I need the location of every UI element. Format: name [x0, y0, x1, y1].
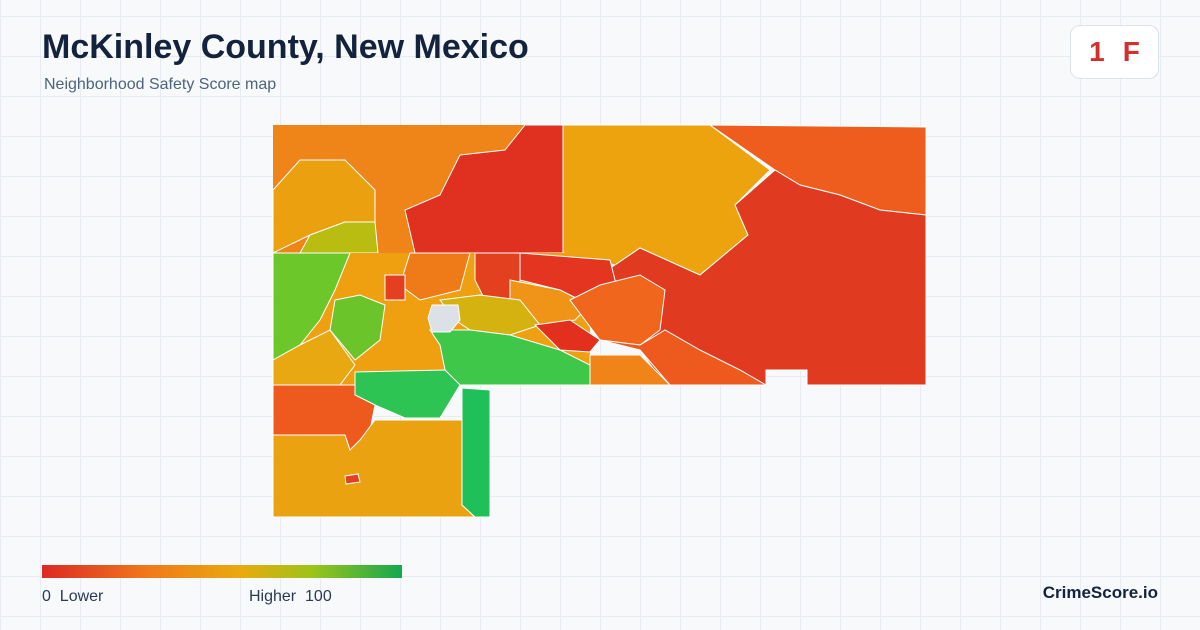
- region: [589, 354, 672, 386]
- region: [299, 221, 379, 254]
- subtitle: Neighborhood Safety Score map: [44, 76, 277, 93]
- legend-min-label: Lower: [59, 588, 104, 605]
- region: [533, 319, 601, 353]
- brand: CrimeScore.io: [1042, 583, 1158, 602]
- region: [461, 387, 491, 518]
- region: [329, 294, 386, 361]
- region: [427, 304, 461, 333]
- score: 1: [1089, 36, 1105, 67]
- legend-min: 0: [42, 588, 51, 605]
- region: [344, 473, 361, 485]
- region: [384, 274, 406, 301]
- region: [599, 329, 768, 386]
- title: McKinley County, New Mexico: [42, 28, 529, 66]
- legend-gradient: [42, 565, 402, 578]
- legend-max-label: Higher: [249, 588, 297, 605]
- region: [272, 419, 477, 518]
- score-badge: 1 F: [1070, 25, 1159, 79]
- legend-min-group: 0 Lower: [42, 588, 103, 606]
- legend-max: 100: [305, 588, 332, 605]
- legend-max-group: Higher 100: [249, 588, 332, 606]
- grade: F: [1122, 36, 1140, 67]
